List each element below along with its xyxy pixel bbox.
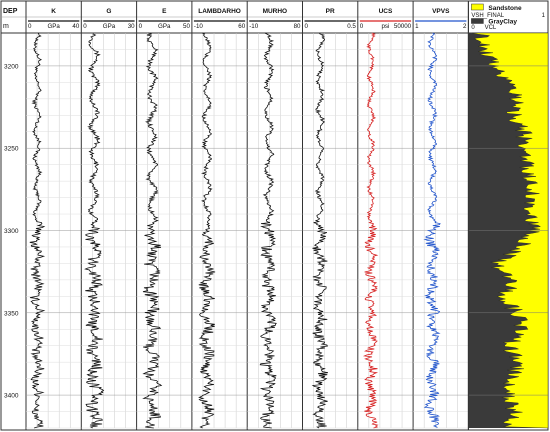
track-name: E	[162, 8, 167, 15]
legend-sandstone-swatch	[471, 3, 484, 11]
depth-tick-label: 3350	[4, 310, 19, 317]
depth-tick-label: 3200	[4, 63, 19, 70]
legend-vsh-final-max: 1	[542, 13, 546, 19]
track-name: VPVS	[432, 8, 450, 15]
track-name: PR	[326, 8, 335, 15]
track-max-label: 60	[238, 23, 245, 30]
curve-murho	[259, 32, 277, 429]
track-min-label: -10	[194, 23, 204, 30]
curve-pr	[311, 32, 329, 429]
track-name: G	[106, 8, 111, 15]
legend-sandstone-label: Sandstone	[488, 5, 522, 12]
curve-k	[29, 32, 46, 429]
track-name: LAMBDARHO	[198, 8, 241, 15]
track-max-label: 40	[72, 23, 79, 30]
track-min-label: 1	[415, 23, 419, 30]
track-min-label: -10	[249, 23, 259, 30]
track-name: MURHO	[263, 8, 288, 15]
track-unit-label: GPa	[47, 23, 60, 30]
curve-g	[84, 32, 105, 429]
track-min-label: 0	[360, 23, 364, 30]
track-unit-label: psi	[381, 23, 389, 30]
depth-header: DEP	[3, 8, 18, 15]
depth-tick-label: 3400	[4, 393, 19, 400]
depth-unit: m	[3, 23, 9, 30]
track-min-label: 0	[83, 23, 87, 30]
track-unit-label: GPa	[158, 23, 171, 30]
track-unit-label: GPa	[103, 23, 116, 30]
curve-vpvs	[423, 32, 441, 429]
track-min-label: 0	[305, 23, 309, 30]
legend-grayclay-swatch	[471, 18, 484, 24]
legend-vsh-final-label: VSH_FINAL	[471, 13, 504, 19]
track-max-label: 50000	[394, 23, 412, 30]
legend-vsh-final-min: 0	[471, 25, 475, 31]
depth-tick-label: 3300	[4, 228, 19, 235]
legend-vcl-label: VCL	[485, 25, 497, 31]
curve-e	[142, 32, 163, 429]
track-max-label: 50	[183, 23, 190, 30]
track-name: K	[51, 8, 56, 15]
track-min-label: 0	[139, 23, 143, 30]
depth-tick-label: 3250	[4, 146, 19, 153]
track-max-label: 0.5	[347, 23, 356, 30]
track-max-label: 80	[294, 23, 301, 30]
legend-grayclay-label: GrayClay	[488, 19, 517, 26]
track-max-label: 2	[463, 23, 467, 30]
curve-lambdarho	[198, 32, 216, 429]
curve-ucs	[362, 32, 379, 429]
track-max-label: 30	[128, 23, 135, 30]
track-min-label: 0	[28, 23, 32, 30]
track-name: UCS	[379, 8, 393, 15]
